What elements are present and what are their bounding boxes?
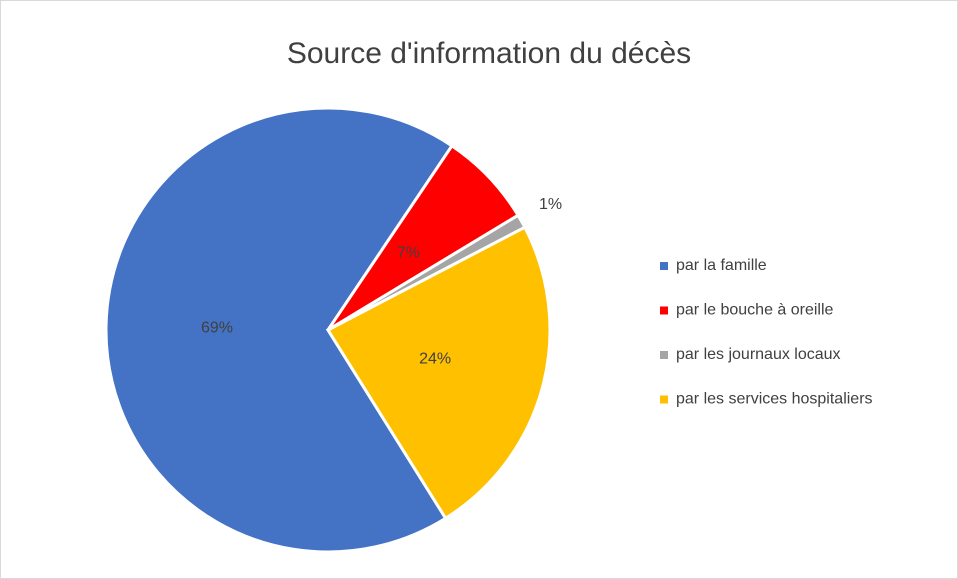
- data-label: 24%: [419, 350, 451, 367]
- pie-slice: [104, 106, 455, 554]
- data-label: 69%: [201, 319, 233, 336]
- legend-label: par les journaux locaux: [676, 346, 841, 363]
- legend-label: par le bouche à oreille: [676, 302, 834, 319]
- data-label: 7%: [397, 245, 420, 262]
- data-label: 1%: [539, 196, 562, 213]
- legend-swatch: [660, 351, 668, 359]
- legend-swatch: [660, 395, 668, 404]
- legend-label: par les services hospitaliers: [676, 391, 873, 408]
- legend-swatch: [660, 306, 668, 315]
- legend-swatch: [660, 262, 668, 270]
- legend-label: par la famille: [676, 257, 767, 274]
- pie-slice: [325, 225, 552, 521]
- chart-title: Source d'information du décès: [287, 37, 691, 70]
